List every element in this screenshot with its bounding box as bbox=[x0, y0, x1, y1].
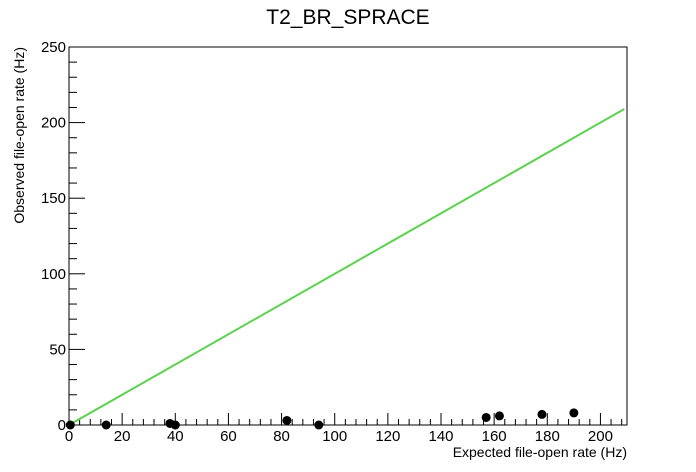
y-tick-label: 50 bbox=[49, 341, 66, 358]
x-tick-label: 80 bbox=[273, 428, 290, 445]
x-axis: 0 20 40 60 80 100 120 140 160 180 200 bbox=[65, 413, 613, 445]
data-point bbox=[569, 408, 579, 418]
y-tick-label: 200 bbox=[41, 115, 66, 132]
y-tick-label: 150 bbox=[41, 190, 66, 207]
x-tick-label: 120 bbox=[375, 428, 400, 445]
x-tick-label: 40 bbox=[167, 428, 184, 445]
data-point bbox=[314, 420, 324, 430]
x-tick-label: 140 bbox=[428, 428, 453, 445]
minor-ticks bbox=[69, 61, 623, 425]
reference-line bbox=[68, 108, 625, 426]
chart-title: T2_BR_SPRACE bbox=[266, 6, 429, 29]
x-axis-label: Expected file-open rate (Hz) bbox=[453, 444, 627, 460]
x-tick-label: 60 bbox=[220, 428, 237, 445]
y-axis-label: Observed file-open rate (Hz) bbox=[11, 47, 27, 224]
x-tick-label: 200 bbox=[588, 428, 613, 445]
data-point bbox=[537, 409, 547, 419]
data-point bbox=[101, 420, 111, 430]
x-tick-label: 20 bbox=[114, 428, 131, 445]
x-tick-label: 100 bbox=[322, 428, 347, 445]
y-tick-label: 0 bbox=[58, 417, 66, 434]
data-point bbox=[282, 415, 292, 425]
plot-frame bbox=[68, 46, 628, 426]
x-tick-label: 180 bbox=[535, 428, 560, 445]
data-point bbox=[481, 412, 491, 422]
x-tick-label: 160 bbox=[482, 428, 507, 445]
y-axis: 0 50 100 150 200 250 bbox=[41, 39, 85, 434]
reference-line-group bbox=[68, 108, 625, 426]
data-point bbox=[170, 420, 180, 430]
x-tick-label: 0 bbox=[65, 428, 73, 445]
data-points bbox=[65, 408, 579, 430]
data-point bbox=[494, 411, 504, 421]
y-tick-label: 250 bbox=[41, 39, 66, 56]
y-tick-label: 100 bbox=[41, 266, 66, 283]
data-point bbox=[65, 420, 75, 430]
